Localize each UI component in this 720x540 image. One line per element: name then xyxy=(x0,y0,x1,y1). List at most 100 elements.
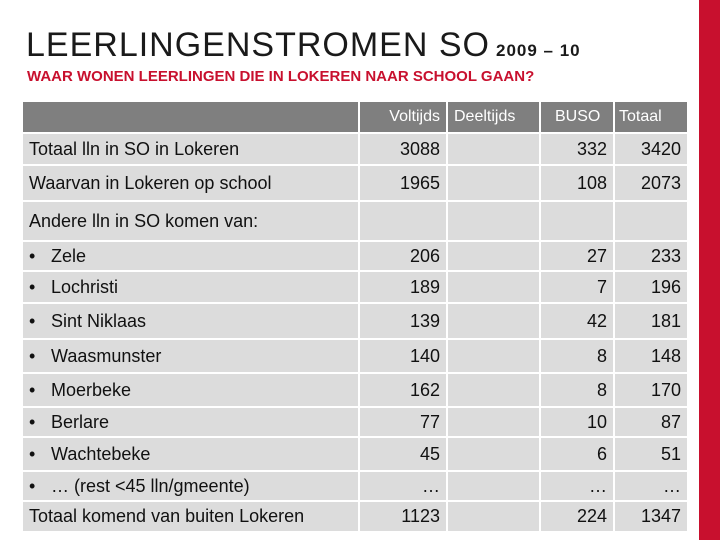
cell-buso: 10 xyxy=(539,406,615,438)
table-row: • Berlare 77 10 87 xyxy=(21,406,689,438)
cell-totaal: 148 xyxy=(613,338,689,374)
row-label-cell: Totaal komend van buiten Lokeren xyxy=(21,500,360,533)
table-header-row: Voltijds Deeltijds BUSO Totaal xyxy=(21,100,689,134)
row-label-cell: • … (rest <45 lln/gmeente) xyxy=(21,470,360,502)
cell-voltijds: 45 xyxy=(358,436,448,472)
header-buso: BUSO xyxy=(539,100,615,134)
row-label: Andere lln in SO komen van: xyxy=(29,210,259,231)
row-label: Sint Niklaas xyxy=(51,310,147,331)
cell-buso: 27 xyxy=(539,240,615,272)
cell-voltijds: 206 xyxy=(358,240,448,272)
cell-deeltijds xyxy=(446,164,541,202)
cell-totaal: 87 xyxy=(613,406,689,438)
row-label: Zele xyxy=(51,245,87,266)
cell-deeltijds xyxy=(446,436,541,472)
cell-totaal: 2073 xyxy=(613,164,689,202)
cell-buso: 6 xyxy=(539,436,615,472)
row-label-cell: Waarvan in Lokeren op school xyxy=(21,164,360,202)
cell-totaal: 3420 xyxy=(613,132,689,166)
cell-buso: 108 xyxy=(539,164,615,202)
cell-deeltijds xyxy=(446,302,541,340)
bullet-icon: • xyxy=(29,245,36,266)
cell-deeltijds xyxy=(446,240,541,272)
cell-voltijds: 1965 xyxy=(358,164,448,202)
header-voltijds: Voltijds xyxy=(358,100,448,134)
table-row: • Moerbeke 162 8 170 xyxy=(21,372,689,408)
table-row: •… (rest <45 lln/gmeente)……… xyxy=(21,470,689,502)
row-label-cell: • Wachtebeke xyxy=(21,436,360,472)
cell-totaal: 1347 xyxy=(613,500,689,533)
row-label: Totaal komend van buiten Lokeren xyxy=(29,506,305,526)
bullet-icon: • xyxy=(29,310,36,331)
cell-voltijds: 140 xyxy=(358,338,448,374)
table-row: • Wachtebeke 45 6 51 xyxy=(21,436,689,472)
cell-voltijds: 189 xyxy=(358,270,448,304)
cell-voltijds: 162 xyxy=(358,372,448,408)
header-totaal: Totaal xyxy=(613,100,689,134)
row-label-cell: • Waasmunster xyxy=(21,338,360,374)
cell-deeltijds xyxy=(446,270,541,304)
bullet-icon: • xyxy=(29,443,36,464)
table-row: • Lochristi 189 7 196 xyxy=(21,270,689,304)
data-table: Voltijds Deeltijds BUSO Totaal Totaal ll… xyxy=(21,100,689,533)
bullet-icon: • xyxy=(29,345,36,366)
cell-buso: 332 xyxy=(539,132,615,166)
cell-buso: … xyxy=(539,470,615,502)
cell-totaal: 181 xyxy=(613,302,689,340)
cell-buso xyxy=(539,200,615,242)
slide-title: LEERLINGENSTROMEN SO 2009 – 10 xyxy=(26,26,581,65)
row-label-cell: Andere lln in SO komen van: xyxy=(21,200,360,242)
row-label: Waarvan in Lokeren op school xyxy=(29,172,272,193)
cell-buso: 8 xyxy=(539,338,615,374)
row-label: Waasmunster xyxy=(51,345,162,366)
cell-deeltijds xyxy=(446,500,541,533)
bullet-icon: • xyxy=(29,475,36,496)
cell-totaal: … xyxy=(613,470,689,502)
row-label: … (rest <45 lln/gmeente) xyxy=(51,475,250,496)
cell-voltijds: 3088 xyxy=(358,132,448,166)
cell-voltijds xyxy=(358,200,448,242)
cell-buso: 7 xyxy=(539,270,615,304)
bullet-icon: • xyxy=(29,379,36,400)
cell-deeltijds xyxy=(446,132,541,166)
cell-totaal: 196 xyxy=(613,270,689,304)
table-row: • Zele 206 27 233 xyxy=(21,240,689,272)
table-row: • Sint Niklaas 139 42 181 xyxy=(21,302,689,340)
row-label-cell: • Moerbeke xyxy=(21,372,360,408)
title-main: LEERLINGENSTROMEN SO xyxy=(26,26,490,64)
cell-voltijds: 139 xyxy=(358,302,448,340)
cell-voltijds: … xyxy=(358,470,448,502)
slide-subtitle: WAAR WONEN LEERLINGEN DIE IN LOKEREN NAA… xyxy=(27,68,535,85)
cell-buso: 42 xyxy=(539,302,615,340)
table-row: Andere lln in SO komen van: xyxy=(21,200,689,242)
row-label-cell: Totaal lln in SO in Lokeren xyxy=(21,132,360,166)
table-row: • Waasmunster 140 8 148 xyxy=(21,338,689,374)
cell-deeltijds xyxy=(446,406,541,438)
cell-totaal: 170 xyxy=(613,372,689,408)
row-label-cell: • Berlare xyxy=(21,406,360,438)
header-label xyxy=(21,100,360,134)
row-label-cell: • Sint Niklaas xyxy=(21,302,360,340)
table-row: Totaal komend van buiten Lokeren 1123 224 1… xyxy=(21,500,689,533)
bullet-icon: • xyxy=(29,276,36,297)
cell-voltijds: 77 xyxy=(358,406,448,438)
cell-buso: 224 xyxy=(539,500,615,533)
row-label: Wachtebeke xyxy=(51,443,151,464)
title-years: 2009 – 10 xyxy=(495,41,581,60)
row-label-cell: • Zele xyxy=(21,240,360,272)
cell-buso: 8 xyxy=(539,372,615,408)
row-label: Moerbeke xyxy=(51,379,132,400)
cell-totaal: 233 xyxy=(613,240,689,272)
table-row: Totaal lln in SO in Lokeren 3088 332 3420 xyxy=(21,132,689,166)
row-label-cell: • Lochristi xyxy=(21,270,360,304)
cell-totaal xyxy=(613,200,689,242)
accent-bar xyxy=(699,0,720,540)
bullet-icon: • xyxy=(29,411,36,432)
row-label: Berlare xyxy=(51,411,110,432)
cell-deeltijds xyxy=(446,200,541,242)
header-deeltijds: Deeltijds xyxy=(446,100,541,134)
cell-voltijds: 1123 xyxy=(358,500,448,533)
row-label: Totaal lln in SO in Lokeren xyxy=(29,138,240,159)
row-label: Lochristi xyxy=(51,276,119,297)
cell-totaal: 51 xyxy=(613,436,689,472)
